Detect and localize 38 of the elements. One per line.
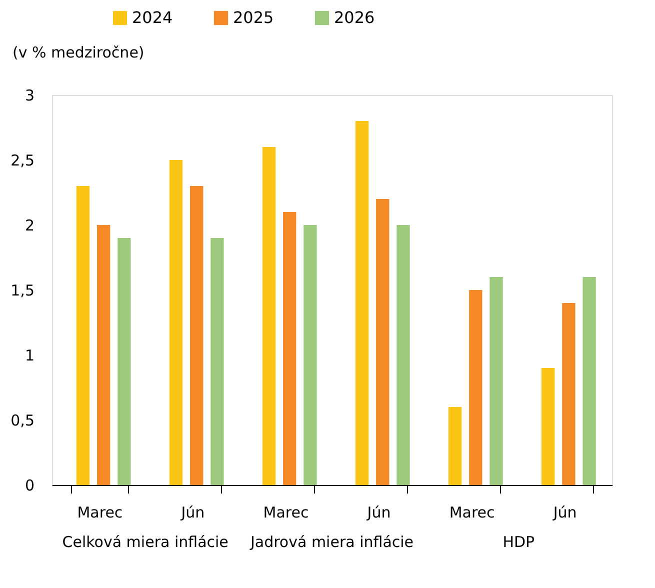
y-tick-label: 1,5 (10, 282, 34, 300)
bar (355, 121, 369, 485)
y-tick-label: 2,5 (10, 152, 34, 170)
bar (190, 186, 204, 485)
y-tick-label: 3 (24, 86, 34, 104)
bar (118, 238, 131, 485)
bar (96, 225, 110, 485)
x-tick-label: Marec (77, 504, 123, 522)
bar (376, 199, 390, 485)
bar (541, 368, 555, 485)
bar (396, 225, 410, 485)
bar (562, 303, 576, 485)
x-tick-label: Marec (449, 504, 495, 522)
legend-label: 2025 (233, 8, 274, 27)
bar (262, 147, 276, 485)
text: Celková miera inflácie (62, 533, 228, 551)
text: HDP (502, 533, 535, 551)
x-tick-label: Jún (552, 504, 577, 522)
y-tick-label: 0 (24, 476, 34, 494)
legend-label: 2024 (132, 8, 173, 27)
y-tick-label: 1 (24, 346, 34, 364)
y-tick-label: 2 (24, 216, 34, 234)
bar (76, 186, 90, 485)
bar (210, 238, 224, 485)
text: Jadrová miera inflácie (249, 533, 414, 551)
bar (490, 277, 503, 485)
x-tick-label: Marec (263, 504, 309, 522)
x-tick-label: Jún (180, 504, 205, 522)
bar (304, 225, 317, 485)
bar (448, 407, 462, 485)
x-tick-label: Jún (366, 504, 391, 522)
y-tick-label: 0,5 (10, 412, 34, 430)
legend-label: 2026 (334, 8, 375, 27)
bar (169, 160, 183, 485)
y-axis-title: (v % medziročne) (12, 44, 144, 62)
bar (582, 277, 596, 485)
bar (469, 290, 482, 485)
bar (283, 212, 296, 485)
